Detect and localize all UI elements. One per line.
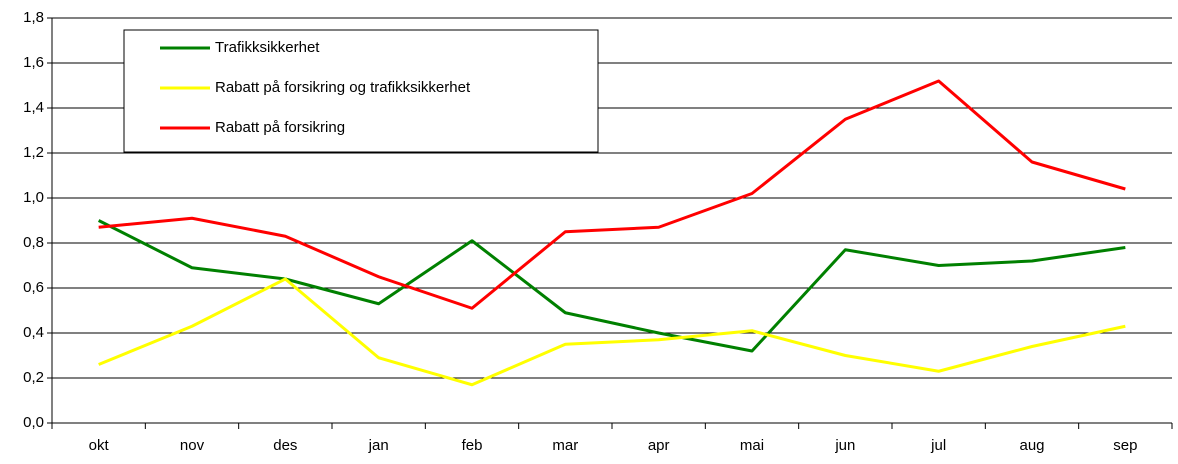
x-tick-label: okt — [89, 437, 110, 454]
y-tick-label: 1,8 — [23, 9, 44, 26]
x-tick-label: aug — [1019, 437, 1044, 454]
legend-label: Rabatt på forsikring og trafikksikkerhet — [215, 79, 471, 96]
x-tick-label: feb — [462, 437, 483, 454]
legend-box — [123, 29, 599, 153]
series-line — [98, 79, 1126, 310]
legend-label: Rabatt på forsikring — [215, 119, 345, 136]
y-tick-label: 0,0 — [23, 414, 44, 431]
y-tick-label: 1,6 — [23, 54, 44, 71]
y-tick-label: 1,4 — [23, 99, 44, 116]
x-tick-label: mai — [740, 437, 764, 454]
series-line — [97, 219, 1126, 353]
y-tick-label: 1,0 — [23, 189, 44, 206]
y-tick-label: 0,4 — [23, 324, 44, 341]
y-tick-label: 0,2 — [23, 369, 44, 386]
y-tick-label: 1,2 — [23, 144, 44, 161]
x-tick-label: jun — [834, 437, 855, 454]
legend-label: Trafikksikkerhet — [215, 39, 320, 56]
x-tick-label: jan — [368, 437, 389, 454]
x-tick-label: mar — [552, 437, 578, 454]
series-line — [98, 277, 1126, 387]
x-tick-label: des — [273, 437, 297, 454]
x-tick-label: apr — [648, 437, 670, 454]
y-tick-label: 0,8 — [23, 234, 44, 251]
x-tick-label: nov — [180, 437, 205, 454]
x-tick-label: jul — [930, 437, 946, 454]
y-tick-label: 0,6 — [23, 279, 44, 296]
legend: Trafikksikkerhet Rabatt på forsikring og … — [123, 29, 599, 153]
x-tick-label: sep — [1113, 437, 1137, 454]
